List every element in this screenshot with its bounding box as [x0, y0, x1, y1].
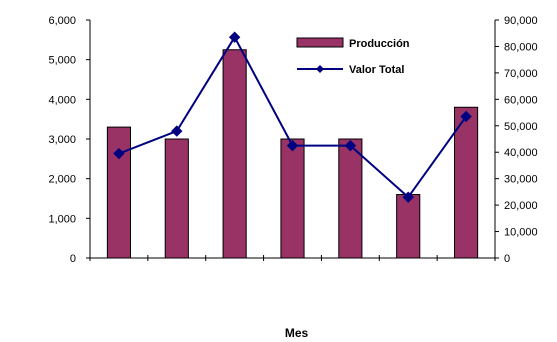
- right-tick-label: 10,000: [504, 227, 538, 239]
- legend: Producción Valor Total: [296, 37, 410, 76]
- axes: [89, 20, 496, 261]
- right-tick-label: 70,000: [504, 68, 538, 80]
- right-tick-label: 40,000: [504, 147, 538, 159]
- left-tick-label: 2,000: [48, 174, 76, 186]
- right-tick-label: 0: [504, 253, 510, 265]
- valor-total-point: [228, 31, 241, 43]
- left-tick-label: 0: [70, 253, 76, 265]
- valor-total-point: [460, 110, 472, 123]
- bar-produccion: [454, 106, 479, 259]
- right-tick-label: 50,000: [504, 121, 538, 133]
- right-tick-label: 60,000: [504, 94, 538, 106]
- valor-total-point: [286, 139, 299, 152]
- left-tick-label: 3,000: [48, 134, 76, 146]
- x-axis-title: Mes: [285, 326, 309, 340]
- bar-produccion: [222, 49, 247, 259]
- valor-total-point: [171, 125, 183, 137]
- legend-valor-total-label: Valor Total: [349, 64, 404, 76]
- bar-produccion: [280, 138, 305, 259]
- right-tick-label: 20,000: [504, 200, 538, 212]
- bar-produccion: [338, 138, 363, 259]
- legend-produccion-swatch: [296, 37, 344, 48]
- right-tick-label: 80,000: [504, 41, 538, 53]
- legend-produccion-label: Producción: [349, 38, 410, 50]
- left-tick-label: 1,000: [48, 213, 76, 225]
- left-tick-label: 5,000: [48, 55, 76, 67]
- right-tick-label: 30,000: [504, 174, 538, 186]
- valor-total-point: [402, 191, 414, 203]
- right-axis-ticks: 0 10,000 20,000 30,000 40,000 50,000 60,000 70,…: [495, 15, 538, 265]
- valor-total-line: [113, 31, 472, 203]
- left-tick-label: 4,000: [48, 94, 76, 106]
- left-axis-ticks: 0 1,000 2,000 3,000 4,000 5,000 6,000: [48, 15, 90, 265]
- left-tick-label: 6,000: [48, 15, 76, 27]
- bar-produccion: [396, 194, 421, 259]
- production-bars: [106, 49, 479, 259]
- right-tick-label: 90,000: [504, 15, 538, 27]
- valor-total-point: [113, 147, 125, 160]
- bar-produccion: [106, 126, 131, 259]
- legend-valor-total-marker: [316, 65, 324, 73]
- bar-produccion: [164, 138, 189, 259]
- valor-total-point: [344, 139, 357, 152]
